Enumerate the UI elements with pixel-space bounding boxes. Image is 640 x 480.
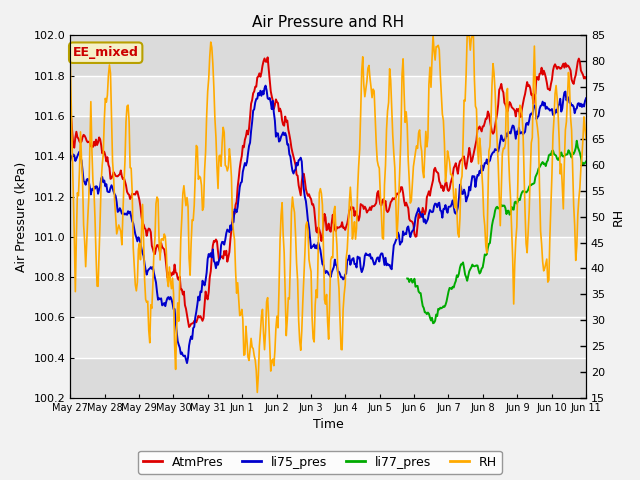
X-axis label: Time: Time [313,419,344,432]
Bar [70,36,586,76]
Y-axis label: Air Pressure (kPa): Air Pressure (kPa) [15,162,28,272]
Title: Air Pressure and RH: Air Pressure and RH [252,15,404,30]
Y-axis label: RH: RH [612,207,625,226]
Bar [70,277,586,317]
Bar [70,358,586,398]
Bar [70,196,586,237]
Text: EE_mixed: EE_mixed [73,46,139,59]
Bar [70,116,586,156]
Legend: AtmPres, li75_pres, li77_pres, RH: AtmPres, li75_pres, li77_pres, RH [138,451,502,474]
